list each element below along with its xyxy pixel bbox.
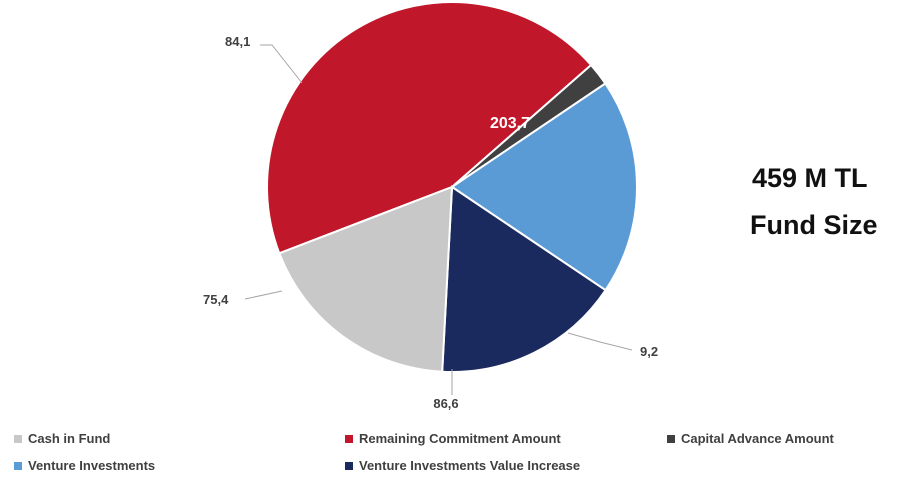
legend-label: Capital Advance Amount [681,431,834,446]
legend-item-capital-advance-amount: Capital Advance Amount [667,431,834,446]
leader-line-cash-in-fund [260,44,303,84]
pie-slice-remaining-commitment-amount [266,1,593,255]
data-label-cash-in-fund: 84,1 [225,34,250,49]
legend-swatch [14,461,22,470]
pie-slice-venture-investments [450,82,639,292]
pie-slices [266,1,639,373]
legend-label: Venture Investments [28,458,156,473]
legend-label: Remaining Commitment Amount [359,431,561,446]
fund-size-label: Fund Size [750,210,878,240]
legend-label: Venture Investments Value Increase [359,458,581,473]
fund-size-value: 459 M TL [752,163,868,193]
data-label-venture-investments: 86,6 [433,396,458,411]
data-label-remaining-commitment-amount: 203,7 [490,115,530,132]
legend-swatch [14,434,22,443]
pie-slice-venture-investments-value-increase [441,185,607,373]
legend-item-venture-investments: Venture Investments [14,458,155,473]
pie-slice-cash-in-fund [277,185,454,373]
data-label-capital-advance-amount: 9,2 [640,344,658,359]
leader-lines [244,44,633,395]
legend-swatch [345,461,353,470]
leader-line-capital-advance-amount [567,332,633,351]
data-labels: 203,7 9,2 86,6 75,4 84,1 [203,34,658,411]
legend-item-cash-in-fund: Cash in Fund [14,431,110,446]
data-label-venture-investments-value-increase: 75,4 [203,292,229,307]
legend-label: Cash in Fund [28,431,111,446]
leader-line-venture-investments-value-increase [244,290,283,300]
legend-item-venture-investments-value-increase: Venture Investments Value Increase [345,458,580,473]
legend-swatch [667,434,675,443]
legend-item-remaining-commitment-amount: Remaining Commitment Amount [345,431,561,446]
legend-swatch [345,434,353,443]
